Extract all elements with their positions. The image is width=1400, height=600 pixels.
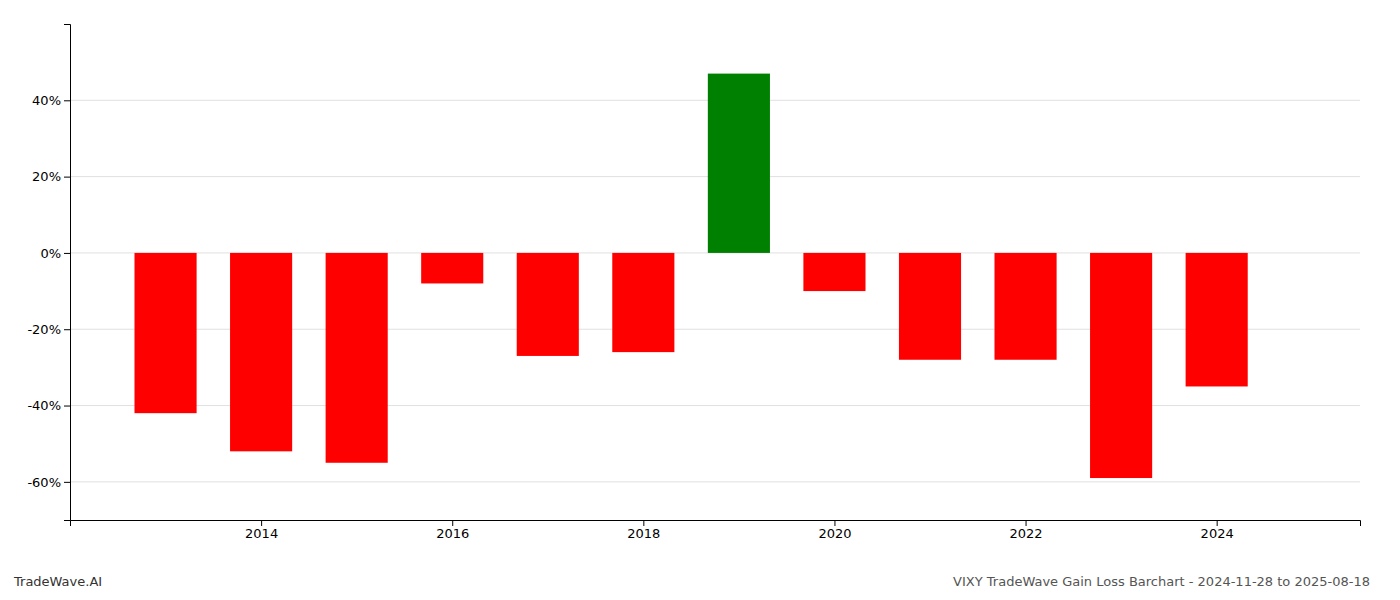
bar — [995, 253, 1057, 360]
y-tick-mark — [64, 253, 70, 254]
y-tick-label: -40% — [27, 398, 61, 413]
bar — [899, 253, 961, 360]
x-tick-label: 2024 — [1201, 526, 1234, 541]
y-tick-label: 20% — [32, 169, 61, 184]
y-tick: 20% — [32, 169, 70, 184]
bar — [612, 253, 674, 352]
y-tick-label: -20% — [27, 322, 61, 337]
x-tick-label: 2020 — [818, 526, 851, 541]
x-tick-mark — [1026, 520, 1027, 526]
x-tick: 2018 — [627, 520, 660, 541]
y-tick: 0% — [40, 246, 70, 261]
x-tick-mark — [834, 520, 835, 526]
x-tick-label: 2018 — [627, 526, 660, 541]
y-tick: -20% — [27, 322, 70, 337]
x-tick-label: 2016 — [436, 526, 469, 541]
bar — [708, 74, 770, 253]
bar — [1186, 253, 1248, 387]
bar — [421, 253, 483, 284]
bar — [517, 253, 579, 356]
y-tick: -40% — [27, 398, 70, 413]
y-tick-mark — [64, 329, 70, 330]
plot: -60% -40% -20% 0% 20% 40% 2014 2016 2018 2020 2022… — [27, 25, 1360, 542]
y-tick-label: -60% — [27, 475, 61, 490]
bar — [1090, 253, 1152, 478]
x-tick: 2016 — [436, 520, 469, 541]
y-tick-label: 40% — [32, 93, 61, 108]
chart: -60% -40% -20% 0% 20% 40% 2014 2016 2018 2020 2022… — [0, 0, 1400, 600]
y-tick: -60% — [27, 475, 70, 490]
x-tick: 2024 — [1201, 520, 1234, 541]
y-tick-mark — [64, 177, 70, 178]
y-tick-mark — [64, 406, 70, 407]
y-tick: 40% — [32, 93, 70, 108]
y-axis: -60% -40% -20% 0% 20% 40% — [27, 25, 70, 521]
x-tick-mark — [261, 520, 262, 526]
y-axis-line — [64, 25, 71, 521]
y-tick-label: 0% — [40, 246, 61, 261]
bar — [230, 253, 292, 451]
bars — [135, 74, 1248, 478]
grid-line — [70, 481, 1360, 482]
y-tick-mark — [64, 100, 70, 101]
y-tick-mark — [64, 482, 70, 483]
x-tick-mark — [1217, 520, 1218, 526]
watermark: TradeWave.AI — [13, 574, 102, 589]
bar — [135, 253, 197, 413]
x-tick: 2022 — [1010, 520, 1043, 541]
title: VIXY TradeWave Gain Loss Barchart - 2024… — [953, 574, 1370, 589]
x-tick: 2014 — [245, 520, 278, 541]
x-tick: 2020 — [818, 520, 851, 541]
x-tick-label: 2014 — [245, 526, 278, 541]
x-axis-line — [71, 521, 1361, 527]
x-axis: 2014 2016 2018 2020 2022 2024 — [71, 520, 1361, 541]
bar — [326, 253, 388, 463]
x-tick-mark — [643, 520, 644, 526]
bar — [803, 253, 865, 291]
x-tick-mark — [452, 520, 453, 526]
x-tick-label: 2022 — [1010, 526, 1043, 541]
